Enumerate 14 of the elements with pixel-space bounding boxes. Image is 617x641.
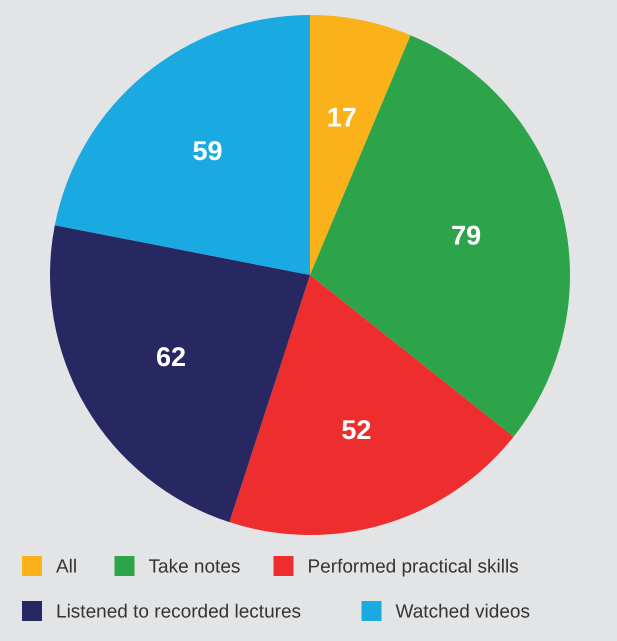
legend-label: Take notes <box>148 556 240 578</box>
data-label: 59 <box>192 136 223 166</box>
data-label: 62 <box>156 342 186 372</box>
pie-slice <box>54 15 310 275</box>
legend-label: Listened to recorded lectures <box>56 602 302 623</box>
pie-slice <box>50 225 310 522</box>
pie-slice <box>229 275 514 535</box>
legend-label: Watched videos <box>396 602 530 623</box>
legend-label: Performed practical skills <box>308 556 519 578</box>
legend-label: All <box>56 556 78 578</box>
data-label: 79 <box>451 220 482 250</box>
data-label: 52 <box>341 414 372 445</box>
data-label: 17 <box>326 102 357 132</box>
pie-slice <box>310 15 411 275</box>
